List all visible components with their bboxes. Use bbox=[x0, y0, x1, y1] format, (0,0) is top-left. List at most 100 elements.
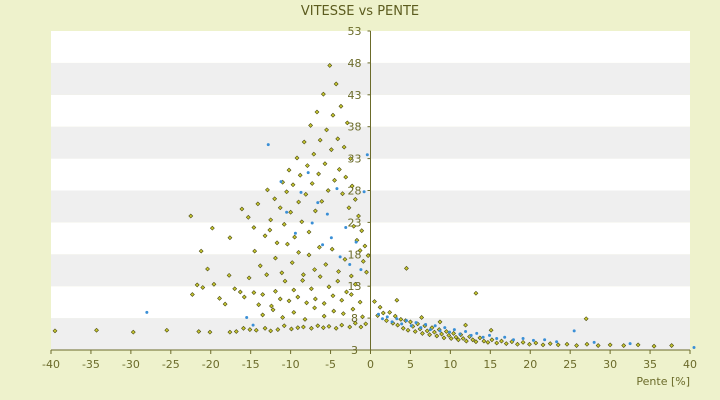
data-point bbox=[494, 340, 500, 346]
data-point bbox=[574, 343, 579, 348]
data-point bbox=[335, 187, 339, 191]
data-point bbox=[277, 205, 283, 211]
data-point bbox=[628, 342, 632, 346]
data-point bbox=[360, 314, 365, 320]
data-point bbox=[316, 244, 322, 250]
data-point bbox=[325, 212, 329, 216]
data-point bbox=[495, 337, 499, 341]
data-point bbox=[227, 235, 233, 241]
data-point bbox=[469, 333, 473, 337]
data-point bbox=[364, 269, 369, 275]
data-point bbox=[460, 336, 466, 341]
data-point bbox=[330, 293, 336, 299]
data-point bbox=[52, 328, 58, 334]
data-point bbox=[438, 329, 442, 333]
x-tick-label: 40 bbox=[683, 358, 697, 371]
data-point bbox=[349, 183, 355, 189]
data-point bbox=[188, 213, 194, 219]
data-point bbox=[448, 336, 454, 341]
data-point bbox=[357, 248, 363, 253]
data-point bbox=[196, 329, 202, 334]
data-point bbox=[239, 206, 245, 212]
data-point bbox=[434, 333, 440, 339]
data-point bbox=[400, 325, 406, 331]
y-tick-label: 28 bbox=[348, 185, 362, 198]
data-point bbox=[200, 285, 206, 290]
data-point bbox=[285, 210, 289, 214]
x-axis-ticks: -40 -35 -30 -25 -20 -15 -10 -5 0 5 10 15 20 25 30 35 40 bbox=[42, 350, 697, 371]
data-point bbox=[314, 109, 320, 115]
x-tick-label: -10 bbox=[282, 358, 300, 371]
data-point bbox=[308, 286, 314, 292]
data-point bbox=[310, 221, 314, 225]
data-point bbox=[340, 191, 345, 197]
data-point bbox=[583, 316, 589, 322]
data-point bbox=[395, 317, 399, 321]
data-point bbox=[635, 342, 641, 348]
data-point bbox=[255, 201, 261, 207]
data-point bbox=[295, 294, 301, 300]
data-point bbox=[304, 300, 310, 306]
data-point bbox=[293, 231, 297, 235]
data-point bbox=[300, 278, 306, 283]
data-point bbox=[365, 253, 371, 258]
data-point bbox=[296, 249, 302, 255]
data-point bbox=[392, 313, 398, 319]
data-point bbox=[330, 112, 336, 118]
data-point bbox=[247, 327, 253, 332]
data-point bbox=[354, 240, 358, 244]
data-point bbox=[488, 333, 492, 337]
x-tick-label: -40 bbox=[42, 358, 60, 371]
data-point bbox=[207, 329, 213, 335]
data-point bbox=[222, 301, 228, 307]
data-point bbox=[470, 337, 476, 343]
data-point bbox=[338, 103, 344, 109]
data-point bbox=[348, 273, 354, 279]
data-point bbox=[209, 225, 215, 231]
x-tick-label: 5 bbox=[407, 358, 414, 371]
y-tick-label: 48 bbox=[348, 57, 362, 70]
data-point bbox=[351, 223, 357, 229]
data-point bbox=[320, 325, 326, 331]
data-point bbox=[441, 335, 447, 341]
data-point bbox=[189, 292, 195, 297]
data-point bbox=[651, 343, 657, 349]
data-point bbox=[343, 174, 349, 180]
data-point bbox=[348, 292, 354, 297]
data-point bbox=[308, 325, 314, 331]
data-point bbox=[363, 321, 369, 327]
data-point bbox=[348, 263, 352, 267]
data-point bbox=[251, 323, 255, 327]
data-point bbox=[329, 236, 333, 240]
data-point bbox=[269, 303, 274, 309]
y-tick-label: 13 bbox=[348, 280, 362, 293]
data-point bbox=[481, 338, 487, 344]
data-point bbox=[485, 339, 491, 345]
data-point bbox=[317, 274, 323, 280]
data-point bbox=[347, 324, 353, 330]
data-point bbox=[312, 208, 318, 214]
data-point bbox=[692, 345, 696, 349]
data-point bbox=[419, 326, 423, 330]
x-tick-label: 25 bbox=[563, 358, 577, 371]
data-point bbox=[475, 331, 479, 335]
data-point bbox=[211, 281, 217, 287]
data-point bbox=[233, 329, 239, 334]
data-point bbox=[322, 161, 328, 167]
data-point bbox=[308, 123, 313, 128]
data-point bbox=[335, 278, 341, 284]
data-point bbox=[297, 172, 303, 178]
data-point bbox=[251, 225, 257, 230]
data-point bbox=[455, 337, 461, 343]
data-point bbox=[404, 265, 409, 271]
y-tick-label: 33 bbox=[348, 153, 362, 166]
x-axis-label: Pente [%] bbox=[636, 375, 690, 388]
data-point bbox=[280, 315, 286, 320]
x-tick-label: -5 bbox=[325, 358, 336, 371]
data-point bbox=[164, 327, 170, 333]
data-point bbox=[409, 324, 413, 328]
data-point bbox=[358, 324, 364, 330]
data-point bbox=[424, 322, 428, 326]
data-point bbox=[241, 325, 246, 331]
